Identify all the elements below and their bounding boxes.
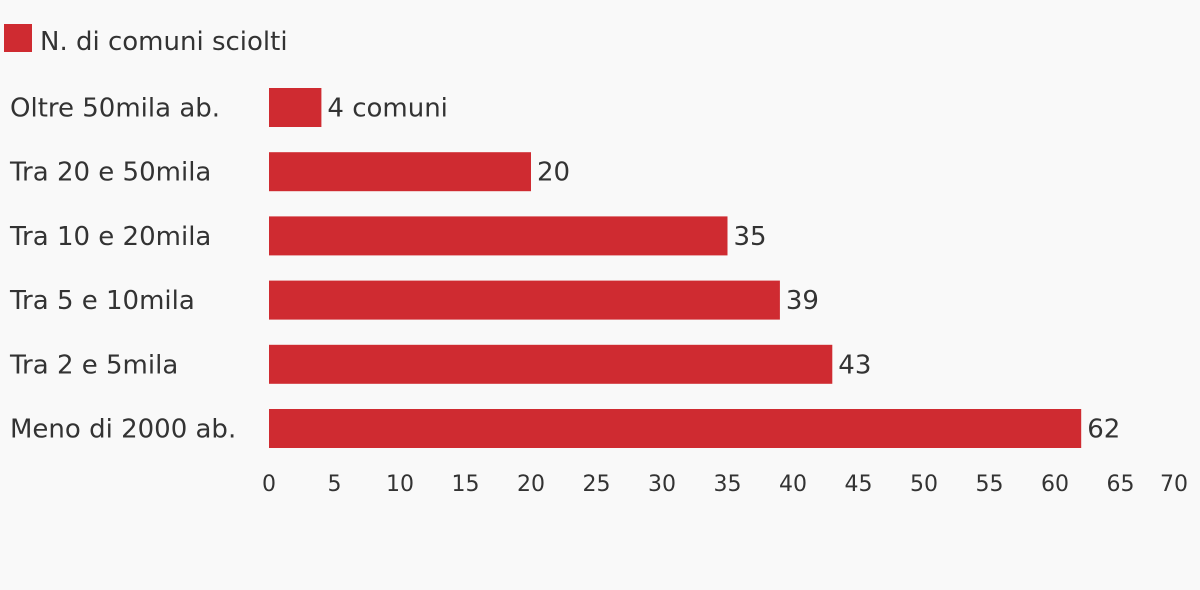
x-tick-label: 50 (910, 472, 938, 497)
x-tick-label: 25 (583, 472, 611, 497)
x-tick-label: 15 (452, 472, 480, 497)
legend-label: N. di comuni sciolti (40, 27, 288, 57)
x-tick-label: 30 (648, 472, 676, 497)
x-tick-label: 0 (262, 472, 276, 497)
x-tick-label: 65 (1107, 472, 1135, 497)
category-labels: Oltre 50mila ab. Tra 20 e 50mila Tra 10 e … (9, 94, 236, 445)
legend: N. di comuni sciolti (4, 24, 288, 57)
data-label: 62 (1087, 415, 1120, 445)
bar (269, 280, 780, 320)
bar (269, 344, 833, 384)
x-tick-label: 60 (1041, 472, 1069, 497)
x-tick-label: 45 (845, 472, 873, 497)
legend-swatch (4, 24, 32, 52)
category-label: Tra 5 e 10mila (9, 286, 195, 316)
category-label: Tra 20 e 50mila (9, 158, 211, 188)
data-label: 43 (838, 350, 871, 380)
category-label: Oltre 50mila ab. (10, 94, 220, 124)
data-label: 39 (786, 286, 819, 316)
x-tick-label: 20 (517, 472, 545, 497)
bar (269, 88, 322, 127)
x-tick-label: 5 (328, 472, 342, 497)
category-label: Tra 10 e 20mila (9, 222, 211, 252)
bars (269, 88, 1082, 448)
category-label: Tra 2 e 5mila (9, 350, 178, 380)
x-tick-label: 10 (386, 472, 414, 497)
bar (269, 409, 1082, 448)
bar (269, 152, 531, 192)
x-tick-label: 40 (779, 472, 807, 497)
category-label: Meno di 2000 ab. (10, 415, 236, 445)
x-tick-label: 55 (976, 472, 1004, 497)
data-label: 4 comuni (327, 94, 448, 124)
data-label: 35 (734, 222, 767, 252)
bar (269, 216, 728, 256)
x-axis-ticks: 0 5 10 15 20 25 30 35 40 45 50 55 60 65 70 (262, 472, 1188, 497)
x-tick-label: 70 (1160, 472, 1188, 497)
x-tick-label: 35 (714, 472, 742, 497)
data-label: 20 (537, 158, 570, 188)
value-labels: 4 comuni 20 35 39 43 62 (327, 94, 1120, 445)
